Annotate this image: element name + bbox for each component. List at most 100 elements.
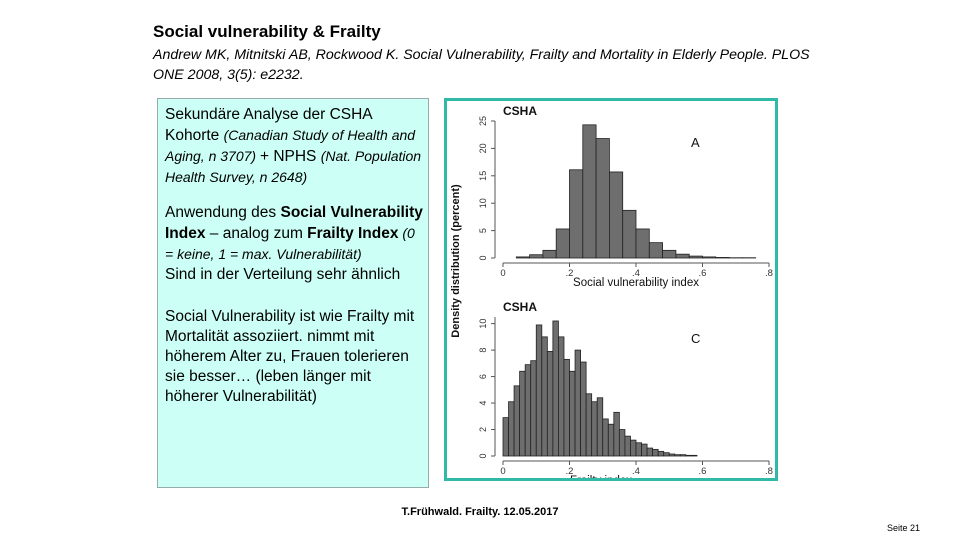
histogram-bar bbox=[657, 450, 665, 457]
x-tick-label: .8 bbox=[765, 466, 773, 477]
histogram-bar bbox=[641, 443, 648, 457]
histogram-bar bbox=[675, 253, 690, 259]
y-tick-label: 0 bbox=[478, 255, 488, 260]
histogram-bar bbox=[502, 417, 509, 457]
scale-note: (0 = keine, 1 = max. Vulnerabilität) bbox=[165, 225, 415, 262]
histogram-figure: 0 5 10 15 20 25 0.2.4.6.8 Social vulnerability … bbox=[444, 98, 778, 481]
histogram-bar bbox=[648, 242, 664, 259]
x-tick-label: .4 bbox=[632, 268, 640, 279]
nphs-text: + NPHS bbox=[259, 148, 321, 165]
histogram-bar bbox=[591, 401, 598, 457]
histogram-bar bbox=[688, 255, 703, 259]
histogram-bar bbox=[715, 257, 730, 259]
cohort-text: Sekundäre Analyse der CSHA Kohorte bbox=[165, 106, 372, 144]
histogram-bar bbox=[622, 209, 637, 259]
histogram-bar bbox=[685, 454, 692, 457]
y-tick-label: 2 bbox=[478, 427, 488, 432]
histogram-bar bbox=[524, 364, 532, 457]
histogram-bar bbox=[596, 397, 604, 457]
histogram-bar bbox=[635, 228, 650, 259]
x-tick-label: .8 bbox=[765, 268, 773, 279]
histogram-bar bbox=[513, 385, 521, 457]
panel-label: C bbox=[691, 331, 700, 346]
histogram-bar bbox=[613, 411, 620, 457]
page-number: Seite 21 bbox=[886, 523, 920, 533]
x-tick-label: 0 bbox=[500, 466, 505, 477]
x-axis-label: Frailty index bbox=[570, 475, 632, 478]
x-tick-label: .2 bbox=[566, 466, 574, 477]
x-tick-label: .6 bbox=[699, 466, 707, 477]
histogram-bar bbox=[542, 249, 557, 259]
histogram-bar bbox=[563, 358, 570, 457]
histogram-bar bbox=[552, 320, 559, 457]
y-tick-label: 10 bbox=[478, 198, 488, 208]
histogram-bar bbox=[663, 452, 670, 457]
histogram-bar bbox=[607, 423, 615, 457]
svi-term: Social Vulnerability Index bbox=[165, 204, 423, 242]
histogram-bar bbox=[529, 254, 544, 259]
histogram-bar bbox=[652, 448, 659, 457]
y-tick-label: 4 bbox=[478, 401, 488, 406]
histogram-bar bbox=[635, 442, 642, 457]
y-tick-label: 5 bbox=[478, 228, 488, 233]
histogram-bar bbox=[569, 370, 576, 457]
histogram-bar bbox=[569, 169, 584, 259]
panel-title: CSHA bbox=[503, 104, 537, 118]
paragraph-cohort: Sekundäre Analyse der CSHA Kohorte (Cana… bbox=[165, 105, 423, 188]
histogram-bar bbox=[679, 454, 687, 457]
paragraph-index: Anwendung des Social Vulnerability Index… bbox=[165, 203, 423, 265]
y-tick-label: 25 bbox=[478, 116, 488, 126]
histogram-bar bbox=[555, 228, 570, 259]
histogram-bar bbox=[674, 454, 681, 457]
csha-detail: (Canadian Study of Health and Aging, n 3… bbox=[165, 127, 416, 164]
y-tick-label: 8 bbox=[478, 348, 488, 353]
x-tick-label: .2 bbox=[566, 268, 574, 279]
histogram-bar bbox=[546, 351, 554, 457]
histogram-bar bbox=[515, 256, 531, 259]
histogram-bar bbox=[668, 453, 676, 457]
histogram-bar bbox=[595, 138, 610, 259]
x-tick-label: .4 bbox=[632, 466, 640, 477]
x-axis-label: Social vulnerability index bbox=[573, 277, 699, 289]
y-tick-label: 15 bbox=[478, 171, 488, 181]
shared-y-axis-label: Density distribution (percent) bbox=[450, 184, 462, 338]
nphs-detail: (Nat. Population Health Survey, n 2648) bbox=[165, 148, 422, 185]
histogram-bar bbox=[535, 324, 543, 457]
histogram-bar bbox=[702, 256, 717, 259]
histogram-bar bbox=[582, 124, 597, 259]
histogram-bar bbox=[530, 360, 537, 457]
histogram-bar bbox=[646, 447, 654, 457]
index-intro: Anwendung des bbox=[165, 204, 281, 221]
histogram-bar bbox=[608, 171, 624, 259]
panel-label: A bbox=[691, 135, 700, 150]
slide-title: Social vulnerability & Frailty bbox=[153, 22, 381, 41]
x-tick-label: 0 bbox=[500, 268, 505, 279]
footer: T.Frühwald. Frailty. 12.05.2017 bbox=[401, 506, 559, 518]
analog-text: – analog zum bbox=[205, 225, 308, 242]
histogram-bar bbox=[558, 336, 565, 457]
histogram-bar bbox=[624, 435, 631, 457]
histogram-bar bbox=[618, 429, 626, 457]
histogram-bar bbox=[541, 336, 548, 457]
histogram-bar bbox=[585, 393, 593, 457]
panel-title: CSHA bbox=[503, 300, 537, 314]
y-tick-label: 10 bbox=[478, 319, 488, 329]
histogram-bar bbox=[574, 349, 582, 457]
histogram-bar bbox=[691, 454, 698, 457]
y-tick-label: 6 bbox=[478, 374, 488, 379]
paragraph-mortality: Social Vulnerability ist wie Frailty mit… bbox=[165, 308, 415, 405]
histogram-bar bbox=[508, 401, 515, 457]
histogram-bar bbox=[630, 439, 637, 457]
fi-term: Frailty Index bbox=[307, 225, 399, 242]
y-tick-label: 0 bbox=[478, 453, 488, 458]
x-tick-label: .6 bbox=[699, 268, 707, 279]
histogram-bar bbox=[662, 249, 677, 259]
citation: Andrew MK, Mitnitski AB, Rockwood K. Soc… bbox=[153, 47, 810, 83]
histogram-bar bbox=[519, 370, 526, 457]
y-tick-label: 20 bbox=[478, 143, 488, 153]
summary-textbox: Sekundäre Analyse der CSHA Kohorte (Cana… bbox=[157, 98, 429, 488]
histogram-bar bbox=[602, 418, 609, 457]
paragraph-distribution: Sind in der Verteilung sehr ähnlich bbox=[165, 266, 401, 283]
histogram-bar bbox=[580, 361, 587, 457]
